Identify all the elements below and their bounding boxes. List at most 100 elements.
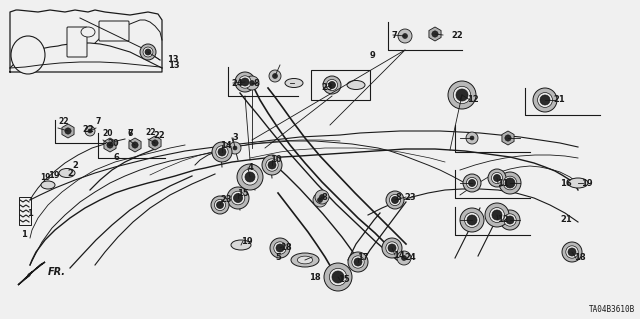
Circle shape	[326, 79, 337, 91]
FancyBboxPatch shape	[99, 21, 129, 41]
Text: 19: 19	[40, 173, 51, 182]
Circle shape	[262, 155, 282, 175]
Text: 7: 7	[391, 31, 397, 40]
Circle shape	[140, 44, 156, 60]
Text: 1: 1	[27, 209, 33, 218]
Circle shape	[270, 238, 290, 258]
Circle shape	[273, 73, 278, 78]
Text: 14: 14	[393, 250, 404, 259]
Circle shape	[392, 197, 399, 204]
Text: 7: 7	[95, 117, 100, 126]
Text: 22: 22	[145, 128, 156, 137]
Text: 9: 9	[370, 50, 376, 60]
Circle shape	[241, 78, 249, 86]
Circle shape	[386, 242, 398, 254]
Polygon shape	[429, 27, 441, 41]
Circle shape	[250, 80, 255, 85]
Text: 5: 5	[275, 253, 281, 262]
Polygon shape	[62, 124, 74, 138]
Circle shape	[245, 76, 259, 90]
Bar	[19, 197, 31, 225]
Text: 4: 4	[248, 164, 254, 173]
Circle shape	[568, 248, 576, 256]
Circle shape	[503, 176, 517, 190]
Polygon shape	[18, 262, 45, 285]
Circle shape	[466, 132, 478, 144]
Circle shape	[566, 246, 578, 258]
Text: 14: 14	[220, 140, 232, 150]
Text: 16: 16	[560, 179, 572, 188]
Polygon shape	[149, 136, 161, 150]
Circle shape	[88, 129, 92, 133]
Circle shape	[330, 268, 347, 286]
Text: 20: 20	[107, 138, 118, 147]
Circle shape	[432, 31, 438, 37]
Text: 6: 6	[127, 129, 132, 138]
Circle shape	[85, 126, 95, 136]
Circle shape	[398, 29, 412, 43]
Circle shape	[231, 191, 245, 205]
Circle shape	[218, 148, 226, 156]
Text: 15: 15	[237, 189, 249, 197]
Text: 23: 23	[404, 192, 415, 202]
Circle shape	[266, 159, 278, 171]
Circle shape	[453, 86, 470, 104]
Circle shape	[540, 95, 550, 105]
Circle shape	[352, 256, 364, 268]
Text: 8: 8	[322, 192, 328, 202]
Text: 10: 10	[270, 155, 282, 165]
Circle shape	[143, 47, 153, 57]
Circle shape	[239, 76, 251, 88]
Polygon shape	[502, 131, 514, 145]
Text: 23: 23	[220, 196, 232, 204]
Ellipse shape	[231, 240, 251, 250]
Circle shape	[332, 271, 344, 283]
Circle shape	[485, 203, 509, 227]
Text: 11: 11	[497, 179, 509, 188]
Text: 2: 2	[72, 161, 78, 170]
Text: 17: 17	[357, 254, 369, 263]
Text: 6: 6	[114, 152, 120, 161]
Ellipse shape	[41, 181, 55, 189]
Circle shape	[216, 146, 228, 158]
Circle shape	[505, 178, 515, 188]
Ellipse shape	[291, 253, 319, 267]
Ellipse shape	[347, 80, 365, 90]
Circle shape	[132, 142, 138, 148]
Circle shape	[268, 161, 276, 169]
Circle shape	[388, 244, 396, 252]
Circle shape	[397, 251, 411, 265]
Ellipse shape	[568, 178, 588, 188]
Circle shape	[269, 70, 281, 82]
Circle shape	[276, 244, 284, 252]
Circle shape	[237, 164, 263, 190]
Text: 22: 22	[451, 31, 463, 40]
Circle shape	[233, 146, 237, 150]
Circle shape	[533, 88, 557, 112]
Circle shape	[328, 81, 335, 88]
Text: 13: 13	[167, 56, 179, 64]
Text: 20: 20	[102, 129, 113, 138]
Circle shape	[348, 252, 368, 272]
Circle shape	[488, 169, 506, 187]
Circle shape	[492, 173, 502, 183]
Circle shape	[315, 190, 329, 204]
Circle shape	[245, 172, 255, 182]
Text: 18: 18	[280, 242, 292, 251]
Text: 2: 2	[67, 168, 73, 177]
Text: 21: 21	[560, 216, 572, 225]
Polygon shape	[129, 138, 141, 152]
Circle shape	[468, 180, 476, 187]
Circle shape	[562, 242, 582, 262]
Ellipse shape	[59, 168, 75, 177]
Circle shape	[500, 210, 520, 230]
Circle shape	[216, 202, 223, 209]
Circle shape	[467, 177, 477, 189]
Text: 8: 8	[254, 78, 260, 87]
Circle shape	[386, 191, 404, 209]
Text: 18: 18	[574, 254, 586, 263]
Circle shape	[235, 72, 255, 92]
Circle shape	[492, 210, 502, 220]
Polygon shape	[104, 138, 116, 152]
Circle shape	[493, 174, 500, 182]
